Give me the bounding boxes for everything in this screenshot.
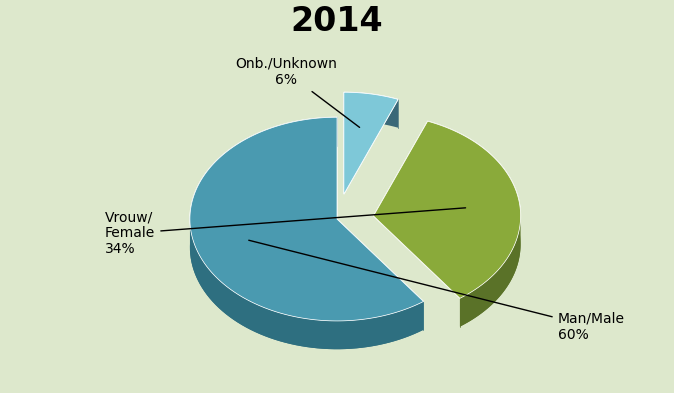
Text: Onb./Unknown
6%: Onb./Unknown 6%	[235, 57, 360, 127]
Text: Man/Male
60%: Man/Male 60%	[249, 240, 625, 342]
Polygon shape	[460, 217, 520, 327]
Polygon shape	[373, 121, 520, 298]
Polygon shape	[190, 222, 423, 349]
Polygon shape	[344, 92, 398, 194]
Polygon shape	[344, 92, 398, 128]
Polygon shape	[190, 117, 423, 349]
Title: 2014: 2014	[290, 5, 384, 38]
Polygon shape	[427, 121, 520, 327]
Polygon shape	[190, 117, 423, 321]
Polygon shape	[344, 92, 398, 194]
Text: Vrouw/
Female
34%: Vrouw/ Female 34%	[105, 208, 466, 257]
Polygon shape	[373, 121, 520, 298]
Polygon shape	[190, 117, 423, 321]
